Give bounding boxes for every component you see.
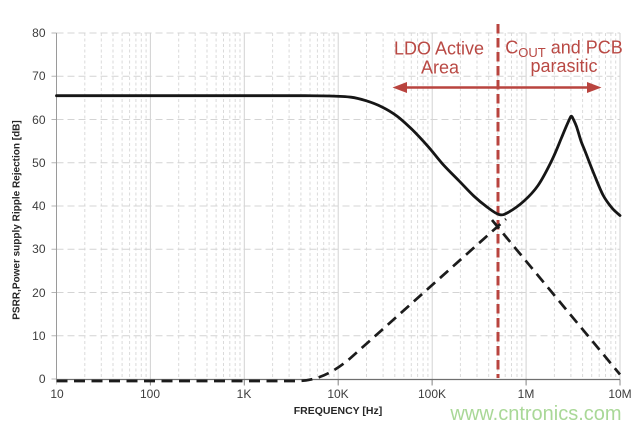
svg-text:1K: 1K [237,387,252,401]
svg-text:10: 10 [32,329,46,343]
svg-text:0: 0 [39,372,46,386]
svg-text:100: 100 [140,387,160,401]
svg-text:10: 10 [50,387,64,401]
svg-text:www.cntronics.com: www.cntronics.com [449,403,621,425]
svg-text:20: 20 [32,286,46,300]
svg-text:100K: 100K [418,387,446,401]
svg-text:Area: Area [421,58,460,78]
svg-text:PSRR,Power supply Ripple Rejec: PSRR,Power supply Ripple Rejection [dB] [12,120,23,319]
svg-text:40: 40 [32,199,46,213]
svg-text:60: 60 [32,113,46,127]
svg-text:1M: 1M [518,387,535,401]
svg-text:FREQUENCY [Hz]: FREQUENCY [Hz] [294,405,382,417]
svg-text:70: 70 [32,69,46,83]
svg-text:LDO Active: LDO Active [394,39,484,59]
svg-text:10K: 10K [327,387,348,401]
svg-text:50: 50 [32,156,46,170]
svg-text:80: 80 [32,26,46,40]
svg-text:10M: 10M [608,387,631,401]
svg-text:parasitic: parasitic [530,56,597,76]
svg-text:30: 30 [32,242,46,256]
